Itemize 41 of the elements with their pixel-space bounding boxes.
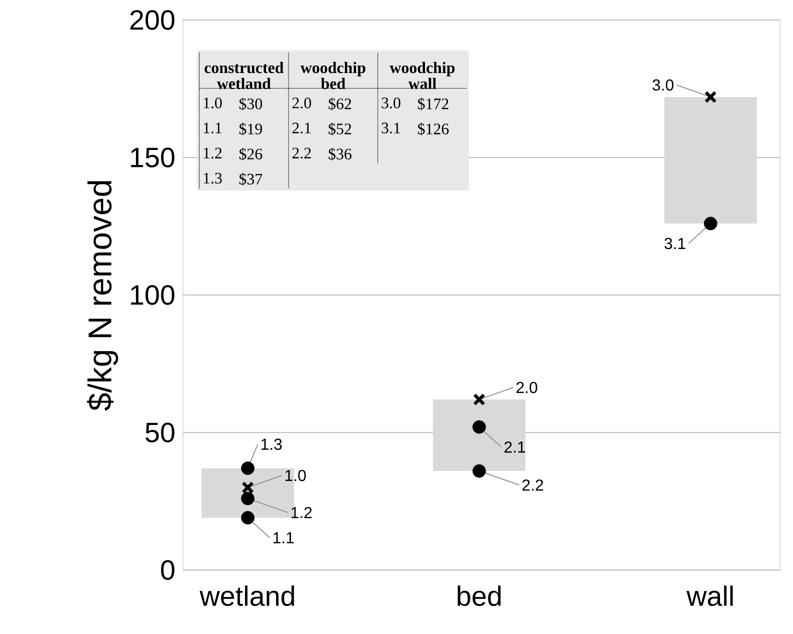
annotation: 2.2	[522, 479, 544, 491]
annotation: 3.1	[382, 122, 400, 134]
y-tick-label: 100	[131, 285, 174, 305]
annotation: $36	[328, 148, 352, 161]
x-tick-label: wall	[686, 586, 733, 606]
annotation: woodchip wall	[390, 62, 455, 90]
y-tick-label: 150	[131, 148, 174, 168]
x-tick-label: bed	[458, 586, 501, 606]
annotation: 2.0	[292, 98, 312, 108]
annotation: $26	[239, 148, 262, 161]
annotation: 1.2	[292, 506, 312, 518]
annotation: 2.0	[516, 382, 538, 394]
annotation: $172	[418, 98, 448, 110]
y-tick-label: 200	[130, 10, 174, 30]
y-tick-label: 0	[161, 560, 174, 580]
annotation: 1.3	[262, 438, 282, 450]
annotation: constructed wetland	[204, 62, 284, 90]
annotation: $30	[239, 98, 262, 110]
annotation: 1.2	[204, 148, 222, 159]
annotation: 1.0	[286, 470, 306, 482]
annotation: 3.0	[382, 98, 400, 108]
annotation: woodchip bed	[300, 62, 366, 90]
annotation: 1.1	[274, 532, 294, 544]
annotation: $62	[328, 98, 352, 110]
annotation: $37	[239, 172, 262, 186]
annotation: $52	[328, 122, 352, 136]
y-axis-title: $/kg N removed	[86, 181, 118, 411]
annotation: 1.0	[204, 98, 222, 108]
annotation: 1.1	[204, 122, 222, 134]
annotation: 2.1	[292, 122, 311, 134]
y-tick-label: 50	[146, 422, 174, 442]
annotation: 1.3	[204, 172, 222, 184]
annotation: 3.1	[664, 238, 686, 250]
annotation: 2.2	[292, 148, 311, 159]
annotation: $126	[418, 122, 449, 136]
annotation: 3.0	[652, 79, 674, 91]
annotation: $19	[239, 122, 262, 136]
annotation: 2.1	[504, 441, 526, 453]
bar	[664, 96, 757, 224]
bar	[432, 400, 526, 471]
x-tick-label: wetland	[200, 586, 294, 606]
